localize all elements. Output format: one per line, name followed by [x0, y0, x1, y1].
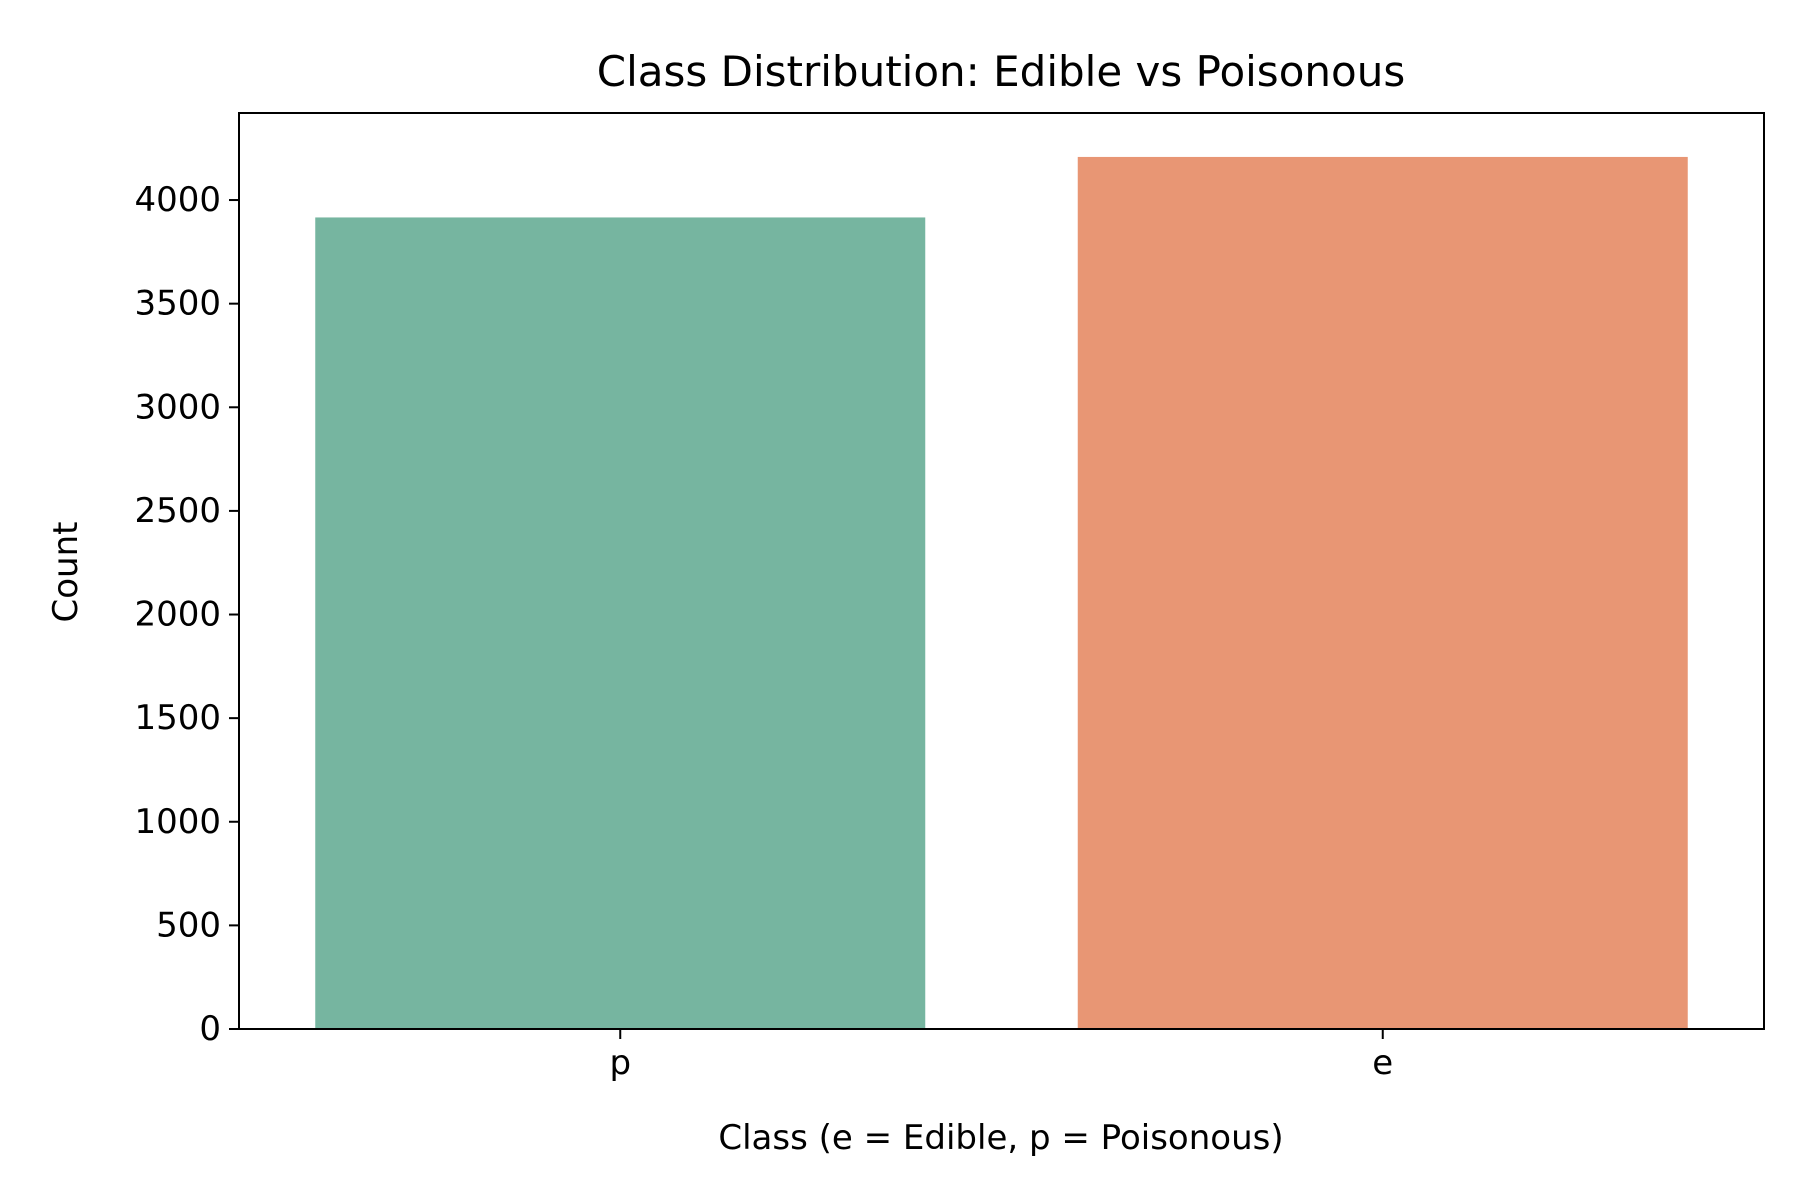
y-tick-label: 2500 — [134, 491, 221, 531]
y-axis-label: Count — [46, 522, 86, 623]
y-tick-label: 1500 — [134, 698, 221, 738]
plot-area: 0 500 1000 1500 2000 2500 3000 3500 4000 p e — [134, 112, 1765, 1083]
bar-e — [1077, 156, 1688, 1030]
x-axis-label: Class (e = Edible, p = Poisonous) — [718, 1118, 1283, 1158]
y-tick-label: 1000 — [134, 802, 221, 842]
y-tick-label: 2000 — [134, 595, 221, 635]
y-tick-label: 3000 — [134, 387, 221, 427]
y-tick-label: 4000 — [134, 180, 221, 220]
x-tick-label: e — [1372, 1043, 1393, 1083]
y-tick-label: 500 — [156, 905, 221, 945]
axes-frame — [238, 112, 1765, 1030]
bar-p — [315, 217, 926, 1030]
y-tick-label: 0 — [199, 1009, 221, 1049]
y-tick-label: 3500 — [134, 284, 221, 324]
chart-title: Class Distribution: Edible vs Poisonous — [597, 47, 1405, 96]
x-tick-label: p — [609, 1043, 631, 1083]
